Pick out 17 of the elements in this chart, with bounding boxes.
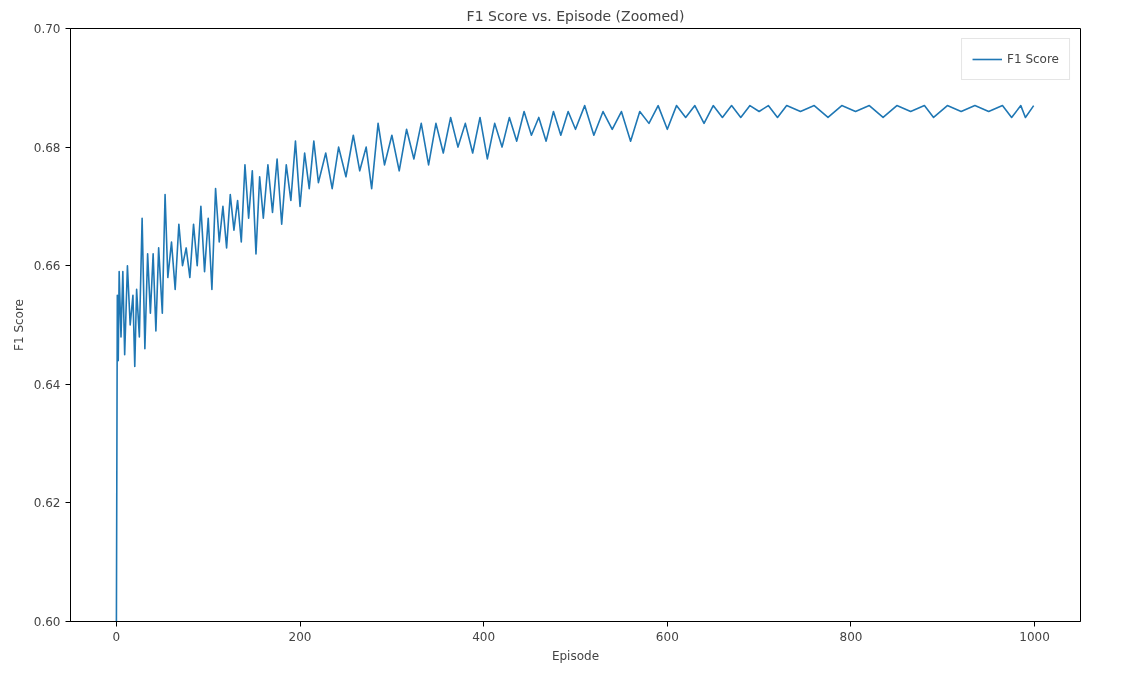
y-tick-label: 0.64 [33, 377, 61, 392]
y-tick-label: 0.70 [33, 22, 61, 36]
x-tick-label: 400 [472, 629, 496, 644]
y-axis-title: F1 Score [11, 299, 26, 351]
x-tick-label: 600 [655, 629, 679, 644]
line-series [115, 104, 1035, 622]
legend-label: F1 Score [1007, 52, 1059, 66]
x-tick-label: 1000 [1019, 629, 1050, 644]
chart-title: F1 Score vs. Episode (Zoomed) [466, 7, 685, 24]
x-axis-title: Episode [551, 648, 600, 663]
x-tick-label: 0 [112, 629, 121, 644]
y-tick-label: 0.60 [33, 615, 61, 629]
y-tick-label: 0.66 [33, 259, 61, 274]
y-tick-label: 0.62 [33, 496, 61, 511]
x-tick-label: 800 [839, 629, 863, 644]
y-tick-label: 0.68 [33, 140, 61, 155]
x-tick-label: 200 [288, 629, 312, 644]
